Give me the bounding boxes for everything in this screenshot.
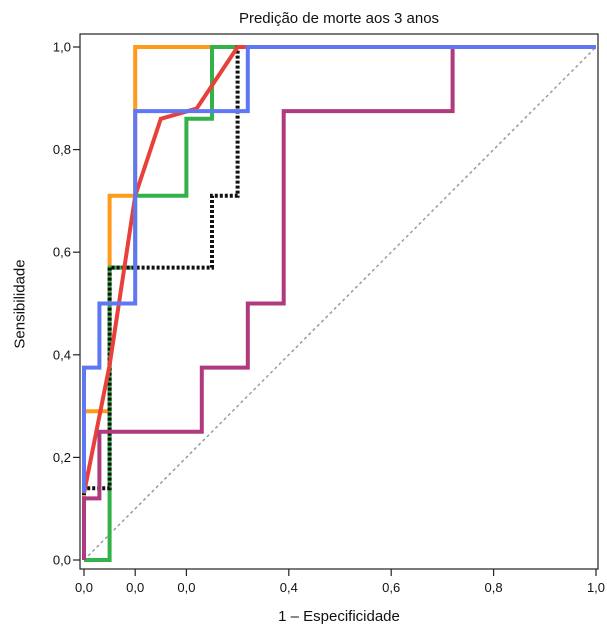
axis-layer: 0,0 0,0 0,0 0,4 0,6 0,8 1,0 0,0 0,2 0,4 0,6 0,8 1,0	[53, 40, 605, 596]
plot-frame	[79, 33, 599, 570]
y-tick-label: 0,4	[53, 347, 71, 362]
x-tick-label: 0,0	[126, 580, 144, 595]
roc-series-4	[82, 45, 596, 494]
roc-series-6	[82, 45, 596, 494]
x-tick-label: 0,0	[177, 580, 195, 595]
x-tick-label: 1,0	[587, 580, 605, 595]
x-tick-label: 0,4	[280, 580, 298, 595]
x-tick-label: 0,8	[485, 580, 503, 595]
roc-series-3	[82, 45, 596, 560]
roc-series-0	[83, 46, 597, 561]
x-tick-label: 0,6	[382, 580, 400, 595]
y-tick-label: 0,6	[53, 245, 71, 260]
chart-title: Predição de morte aos 3 anos	[238, 10, 440, 27]
x-tick-label: 0,0	[75, 580, 93, 595]
x-axis-label: 1 – Especificidade	[278, 608, 400, 625]
y-tick-label: 1,0	[53, 40, 71, 55]
roc-series-5	[82, 45, 596, 560]
y-tick-label: 0,8	[53, 142, 71, 157]
y-tick-label: 0,0	[53, 553, 71, 568]
y-tick-label: 0,2	[53, 450, 71, 465]
series-layer	[82, 45, 597, 562]
